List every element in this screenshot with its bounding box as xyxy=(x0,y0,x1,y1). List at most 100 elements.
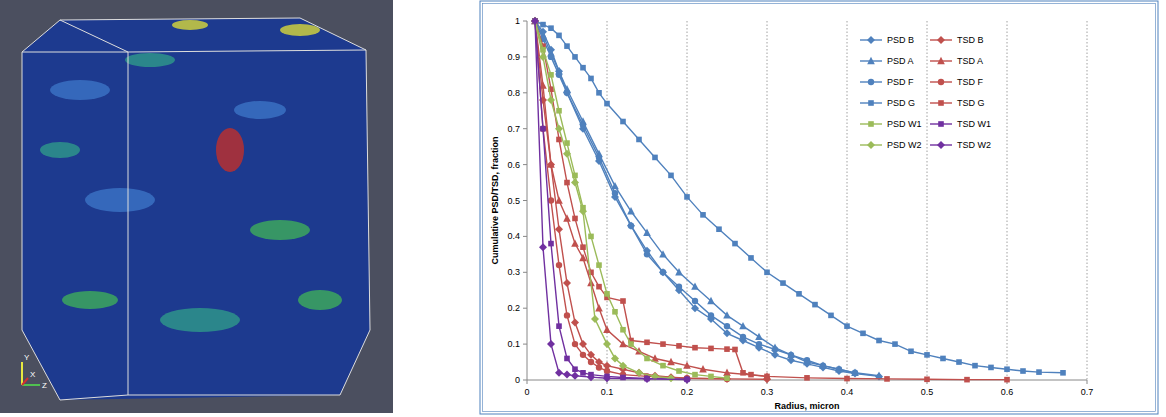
series-marker xyxy=(851,369,859,376)
series-marker xyxy=(596,364,602,370)
legend-label: PSD B xyxy=(887,35,914,45)
series-marker xyxy=(876,338,882,344)
series-marker xyxy=(844,376,850,382)
series-marker xyxy=(612,190,618,196)
x-tick-label: 0.1 xyxy=(601,387,614,397)
legend-label: PSD W1 xyxy=(887,119,922,129)
series-marker xyxy=(972,363,978,369)
pore-patch xyxy=(298,290,342,310)
series-marker xyxy=(740,370,746,376)
legend-marker xyxy=(938,100,944,106)
series-marker xyxy=(804,375,810,381)
series-marker xyxy=(580,122,586,128)
series-marker xyxy=(579,207,587,215)
y-tick-label: 0.4 xyxy=(507,231,520,241)
legend-label: PSD W2 xyxy=(887,140,922,150)
series-marker xyxy=(683,376,691,384)
series-marker xyxy=(532,18,538,24)
pore-volume xyxy=(22,18,370,400)
series-marker xyxy=(875,371,883,378)
series-marker xyxy=(556,137,562,143)
series-line xyxy=(535,21,879,376)
series-marker xyxy=(620,298,626,304)
image-panel: YXZ xyxy=(0,0,393,413)
triad-label: Z xyxy=(42,381,47,390)
series-marker xyxy=(716,226,722,232)
series-marker xyxy=(723,329,731,337)
series-marker xyxy=(956,359,962,365)
series-line xyxy=(535,21,1007,380)
pore-patch xyxy=(280,24,320,36)
chart-frame xyxy=(480,1,1158,414)
series-marker xyxy=(924,376,930,382)
series-marker xyxy=(692,345,698,351)
legend-label: PSD F xyxy=(887,77,914,87)
series-marker xyxy=(596,284,602,290)
series-line xyxy=(535,21,671,378)
x-tick-label: 0 xyxy=(524,387,529,397)
series-marker xyxy=(596,154,602,160)
legend-marker xyxy=(937,36,945,44)
grid-line xyxy=(1007,21,1008,380)
grid-line xyxy=(1087,21,1088,380)
plot-area xyxy=(531,17,1066,384)
series-marker xyxy=(692,372,698,378)
series-marker xyxy=(708,312,714,318)
series-marker xyxy=(924,352,930,358)
series-marker xyxy=(564,312,570,318)
series-marker xyxy=(643,229,651,236)
series-line xyxy=(535,21,879,376)
series-marker xyxy=(628,222,634,228)
legend-marker xyxy=(938,121,944,127)
series-marker xyxy=(772,346,778,352)
pore-patch xyxy=(160,308,240,332)
series-marker xyxy=(724,375,730,381)
series-marker xyxy=(548,241,554,247)
series-marker xyxy=(556,323,562,329)
series-marker xyxy=(588,234,594,240)
series-marker xyxy=(531,17,539,24)
series-marker xyxy=(636,137,642,143)
series-marker xyxy=(564,90,570,96)
series-marker xyxy=(571,179,579,187)
series-marker xyxy=(804,357,810,363)
legend-marker xyxy=(937,141,945,149)
series-marker xyxy=(580,65,586,71)
series-marker xyxy=(796,291,802,297)
series-marker xyxy=(587,351,595,359)
series-marker xyxy=(603,340,611,348)
triad-axis xyxy=(22,378,28,385)
pore-patch xyxy=(62,291,118,309)
series-marker xyxy=(564,180,570,186)
series-marker xyxy=(547,96,555,104)
series-marker xyxy=(739,322,747,329)
legend-label: TSD B xyxy=(957,35,984,45)
legend-marker xyxy=(938,79,944,85)
pore-patch xyxy=(250,220,310,240)
series-marker xyxy=(644,356,650,362)
series-marker xyxy=(635,369,643,377)
legend-marker xyxy=(868,100,874,106)
y-tick xyxy=(523,236,527,237)
series-marker xyxy=(620,119,626,125)
series-marker xyxy=(756,341,762,347)
series-marker xyxy=(835,365,843,372)
series-marker xyxy=(676,368,682,374)
series-marker xyxy=(563,214,571,221)
series-marker xyxy=(724,346,730,352)
series-marker xyxy=(1036,369,1042,375)
series-marker xyxy=(708,346,714,352)
series-marker xyxy=(755,333,763,340)
series-marker xyxy=(572,216,578,222)
y-tick xyxy=(523,21,527,22)
series-marker xyxy=(691,282,699,289)
series-marker xyxy=(884,376,890,382)
series-marker xyxy=(612,309,618,315)
series-marker xyxy=(596,262,602,268)
series-marker xyxy=(563,150,571,158)
series-marker xyxy=(604,368,610,374)
series-marker xyxy=(604,101,610,107)
series-marker xyxy=(604,291,610,297)
series-marker xyxy=(603,326,611,333)
series-marker xyxy=(724,376,730,382)
